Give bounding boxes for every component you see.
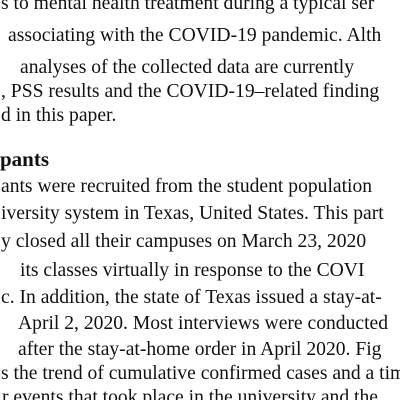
section-heading: pants [0,147,50,171]
body-text-line: analyses of the collected data are curre… [20,57,355,78]
body-text-line: s to mental health treatment during a ty… [1,0,375,14]
body-text-line: after the stay-at-home order in April 20… [18,339,382,360]
body-text-line: its classes virtually in response to the… [20,260,365,281]
body-text-line: s the trend of cumulative confirmed case… [1,363,400,384]
body-text-line: y closed all their campuses on March 23,… [1,231,367,252]
body-text-line: April 2, 2020. Most interviews were cond… [18,313,389,334]
body-text-line: , PSS results and the COVID-19–related f… [1,81,380,102]
body-text-line: c. In addition, the state of Texas issue… [1,287,382,308]
body-text-line: ants were recruited from the student pop… [1,176,373,197]
body-text-line: associating with the COVID-19 pandemic. … [8,25,382,46]
body-text-line: d in this paper. [1,105,117,126]
body-text-line: iversity system in Texas, United States.… [1,203,384,224]
body-text-line: r events that took place in the universi… [2,387,378,400]
